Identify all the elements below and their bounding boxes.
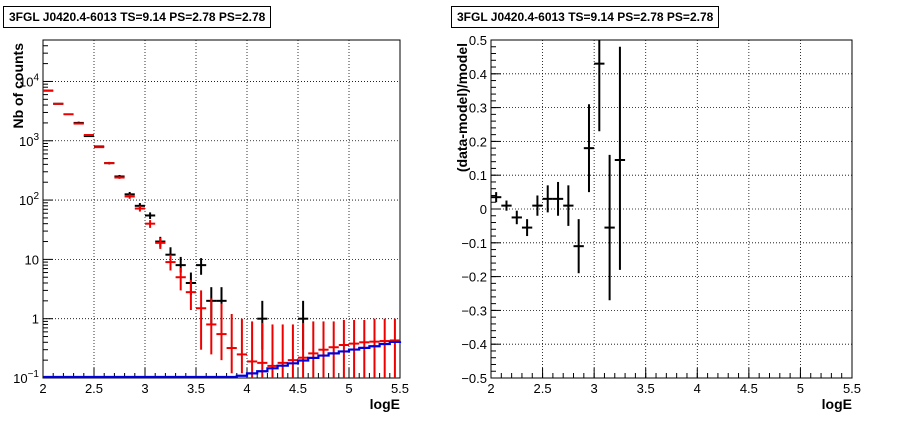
y-axis-title: Nb of counts (10, 43, 26, 129)
residual-chart: 2 2.5 3 3.5 4 4.5 5 5.5 −0.5 −0.4 −0.3 −0.2 −0.1 0 0.1… (454, 33, 861, 412)
x-tick-label: 3 (141, 381, 148, 396)
y-tick-label: 10 (25, 252, 39, 267)
x-tick-label: 5 (345, 381, 352, 396)
y-tick-label: 10−1 (13, 369, 39, 386)
x-tick-label: 2.5 (85, 381, 103, 396)
x-tick-label: 4.5 (289, 381, 307, 396)
x-tick-label: 2 (487, 381, 494, 396)
x-tick-label: 3.5 (637, 381, 655, 396)
y-tick-label: −0.1 (461, 236, 487, 251)
y-tick-label: 0.3 (469, 101, 487, 116)
y-tick-label: 102 (19, 191, 39, 208)
x-tick-label: 3.5 (187, 381, 205, 396)
x-tick-label: 4 (243, 381, 250, 396)
chart-title-left: 3FGL J0420.4-6013 TS=9.14 PS=2.78 PS=2.7… (3, 6, 272, 28)
x-tick-label: 3 (591, 381, 598, 396)
x-axis-title: logE (370, 396, 400, 412)
y-tick-label: 0.4 (469, 67, 487, 82)
y-tick-label: 104 (19, 72, 39, 89)
y-tick-label: −0.4 (461, 337, 487, 352)
y-tick-label: 0.2 (469, 134, 487, 149)
x-tick-label: 4 (694, 381, 701, 396)
x-tick-label: 5.5 (391, 381, 409, 396)
y-tick-label: 0.5 (469, 33, 487, 48)
chart-title-right: 3FGL J0420.4-6013 TS=9.14 PS=2.78 PS=2.7… (451, 6, 720, 28)
y-tick-label: 0 (480, 202, 487, 217)
y-tick-label: 1 (32, 312, 39, 327)
y-tick-label: 0.1 (469, 168, 487, 183)
y-tick-label: −0.3 (461, 303, 487, 318)
y-tick-label: 103 (19, 132, 39, 149)
y-tick-label: −0.5 (461, 371, 487, 386)
x-tick-label: 2 (39, 381, 46, 396)
counts-chart: 2 2.5 3 3.5 4 4.5 5 5.5 10−1 1 10 102 103 104 logE Nb o… (10, 39, 409, 412)
x-tick-label: 5 (797, 381, 804, 396)
x-tick-label: 5.5 (843, 381, 861, 396)
model-step-line (43, 340, 402, 379)
y-tick-label: −0.2 (461, 270, 487, 285)
y-axis-title: (data-model)/model (454, 43, 470, 172)
x-tick-label: 2.5 (534, 381, 552, 396)
x-axis-title: logE (822, 396, 852, 412)
x-tick-label: 4.5 (740, 381, 758, 396)
